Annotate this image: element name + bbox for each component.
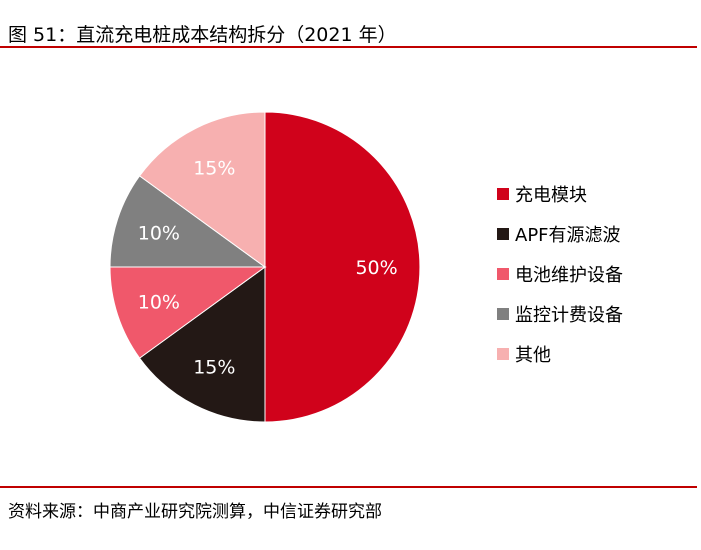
pie-chart: 50% 15% 10% 10% 15% [109,111,421,423]
legend-label: APF有源滤波 [515,225,621,246]
source-note: 资料来源：中商产业研究院测算，中信证券研究部 [8,502,382,522]
pie-slice [138,266,266,423]
legend-label: 充电模块 [515,185,587,206]
chart-title: 图 51：直流充电桩成本结构拆分（2021 年） [8,24,397,46]
pie-slice [138,111,266,268]
slice-data-label: 15% [193,158,235,180]
slice-data-label: 10% [138,291,180,313]
legend-label: 监控计费设备 [515,305,623,326]
slice-data-label: 15% [193,356,235,378]
legend-swatch [497,228,509,240]
slice-data-label: 50% [355,257,397,279]
legend: 充电模块 APF有源滤波 电池维护设备 监控计费设备 其他 [497,174,623,374]
pie-slice [109,175,267,268]
legend-item: 其他 [497,334,623,374]
source-rule [0,486,697,488]
pie-slice [109,266,267,359]
legend-item: 充电模块 [497,174,623,214]
title-rule [0,46,697,48]
pie-slice [264,111,421,423]
legend-swatch [497,188,509,200]
legend-swatch [497,308,509,320]
slice-data-label: 10% [138,223,180,245]
legend-label: 电池维护设备 [515,265,623,286]
legend-label: 其他 [515,345,551,366]
legend-swatch [497,348,509,360]
legend-item: APF有源滤波 [497,214,623,254]
legend-item: 电池维护设备 [497,254,623,294]
legend-swatch [497,268,509,280]
legend-item: 监控计费设备 [497,294,623,334]
